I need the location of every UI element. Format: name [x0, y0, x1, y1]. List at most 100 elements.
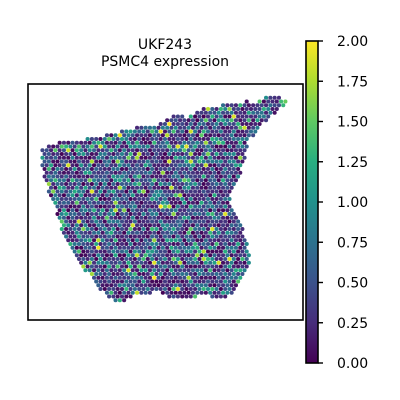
spot-point	[225, 275, 230, 280]
spot-point	[184, 219, 189, 224]
spot-point	[74, 193, 79, 198]
spot-point	[76, 166, 82, 172]
spot-point	[143, 133, 148, 138]
spot-point	[156, 155, 161, 160]
spot-point	[162, 144, 168, 149]
spot-point	[208, 118, 213, 123]
spot-point	[150, 129, 155, 134]
spot-point	[212, 148, 217, 153]
spot-point	[216, 133, 221, 138]
spot-point	[76, 256, 82, 262]
spot-point	[102, 241, 107, 247]
spot-point	[72, 226, 77, 232]
spot-point	[49, 163, 54, 168]
spot-point	[143, 260, 148, 265]
spot-point	[57, 178, 62, 183]
spot-point	[201, 114, 206, 119]
spot-point	[92, 260, 97, 265]
spot-point	[61, 155, 66, 160]
spot-point	[171, 234, 176, 239]
spot-point	[139, 140, 144, 145]
spot-point	[193, 249, 198, 254]
spot-point	[238, 103, 243, 108]
spot-point	[193, 211, 198, 217]
spot-point	[96, 238, 101, 243]
spot-point	[128, 286, 133, 292]
spot-point	[79, 230, 84, 235]
spot-point	[238, 245, 243, 250]
spot-point	[233, 140, 238, 145]
spot-point	[190, 178, 195, 183]
spot-point	[165, 118, 170, 123]
spot-point	[98, 211, 103, 217]
spot-point	[205, 129, 211, 134]
spot-point	[169, 133, 174, 138]
spot-point	[178, 163, 183, 168]
spot-point	[231, 121, 236, 127]
spot-point	[102, 174, 107, 179]
spot-point	[214, 279, 219, 284]
spot-point	[59, 204, 64, 209]
spot-point	[244, 129, 249, 134]
spot-point	[130, 245, 135, 250]
spot-point	[141, 286, 146, 292]
spot-point	[147, 223, 152, 228]
spot-point	[68, 219, 73, 224]
spot-point	[233, 110, 238, 115]
spot-point	[104, 215, 109, 220]
spot-point	[180, 181, 185, 187]
spot-point	[126, 140, 131, 145]
spot-point	[79, 140, 84, 145]
spot-point	[225, 140, 230, 145]
spot-point	[137, 151, 142, 157]
spot-point	[186, 193, 191, 198]
spot-point	[178, 125, 183, 130]
spot-point	[109, 170, 114, 175]
spot-point	[70, 148, 75, 153]
spot-point	[98, 226, 103, 232]
spot-point	[195, 245, 200, 250]
spot-point	[94, 159, 99, 164]
spot-point	[173, 208, 178, 213]
spot-point	[195, 238, 200, 243]
spot-point	[147, 140, 152, 145]
spot-point	[117, 245, 122, 250]
spot-point	[195, 253, 200, 258]
spot-point	[238, 118, 243, 123]
spot-point	[68, 241, 73, 247]
spot-point	[111, 249, 116, 254]
spot-point	[180, 189, 185, 194]
spot-point	[94, 234, 99, 239]
spot-point	[180, 151, 185, 157]
spot-point	[221, 253, 226, 258]
spot-point	[119, 279, 125, 284]
spot-point	[154, 204, 159, 209]
spot-point	[201, 181, 206, 187]
spot-point	[162, 234, 168, 239]
spot-point	[162, 271, 168, 277]
spot-point	[147, 283, 152, 288]
spot-point	[122, 268, 127, 273]
spot-point	[218, 129, 223, 134]
spot-point	[203, 245, 208, 250]
spot-point	[102, 136, 107, 142]
spot-point	[212, 208, 217, 213]
spot-point	[236, 159, 241, 164]
spot-point	[46, 181, 51, 187]
spot-point	[223, 286, 228, 292]
spot-point	[132, 249, 137, 254]
spot-point	[223, 279, 228, 284]
spot-point	[51, 144, 56, 149]
spot-point	[227, 151, 232, 157]
spot-point	[66, 223, 71, 228]
spot-point	[96, 208, 101, 213]
spot-point	[227, 226, 232, 232]
spot-point	[137, 204, 142, 209]
spot-point	[74, 163, 79, 168]
spot-point	[208, 200, 213, 205]
spot-point	[100, 253, 105, 258]
spot-point	[240, 264, 245, 269]
spot-point	[229, 245, 234, 250]
spot-point	[96, 140, 101, 145]
spot-point	[143, 223, 148, 228]
